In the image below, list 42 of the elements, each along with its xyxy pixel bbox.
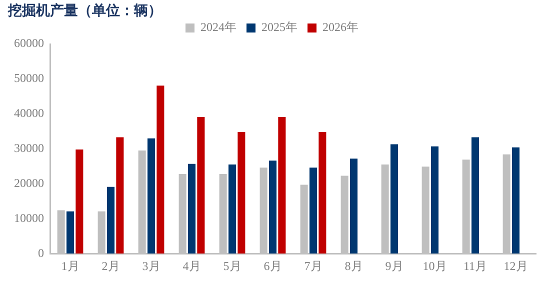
x-tick-label: 5月 <box>223 258 242 273</box>
x-tick-label: 9月 <box>385 258 404 273</box>
x-tick-label: 7月 <box>304 258 322 273</box>
x-tick-label: 8月 <box>344 258 363 273</box>
chart-title: 挖掘机产量（单位：辆） <box>8 2 162 20</box>
bar <box>268 160 277 254</box>
bar <box>66 211 74 254</box>
legend-label: 2025年 <box>262 20 298 34</box>
bar <box>430 146 439 254</box>
x-tick-label: 4月 <box>182 258 201 273</box>
bar <box>390 144 398 254</box>
bar <box>471 137 480 254</box>
x-tick-label: 2月 <box>102 258 120 273</box>
legend-label: 2024年 <box>200 20 236 34</box>
x-tick-label: 11月 <box>463 258 488 273</box>
y-tick-label: 60000 <box>14 36 44 50</box>
bar <box>278 117 286 254</box>
bar <box>512 147 520 254</box>
x-tick-label: 12月 <box>504 258 528 273</box>
x-tick-label: 6月 <box>264 258 282 273</box>
bar <box>309 168 318 254</box>
bar <box>197 117 205 254</box>
bar <box>188 164 196 254</box>
bar <box>106 186 115 254</box>
x-tick-label: 10月 <box>422 258 447 273</box>
bar <box>350 158 358 254</box>
legend-label: 2026年 <box>322 20 358 34</box>
bar <box>147 138 156 254</box>
bar <box>156 86 164 254</box>
y-tick-label: 0 <box>38 246 44 260</box>
y-tick-label: 50000 <box>14 71 44 86</box>
bar <box>318 132 326 254</box>
x-tick-label: 3月 <box>142 258 160 273</box>
y-tick-label: 30000 <box>14 140 44 155</box>
bar <box>116 137 124 254</box>
bar <box>76 150 84 254</box>
y-tick-label: 40000 <box>14 106 44 120</box>
y-tick-label: 20000 <box>14 176 44 190</box>
bar <box>238 132 246 254</box>
x-tick-label: 1月 <box>61 258 80 273</box>
y-tick-label: 10000 <box>14 210 44 225</box>
bar <box>228 164 236 254</box>
